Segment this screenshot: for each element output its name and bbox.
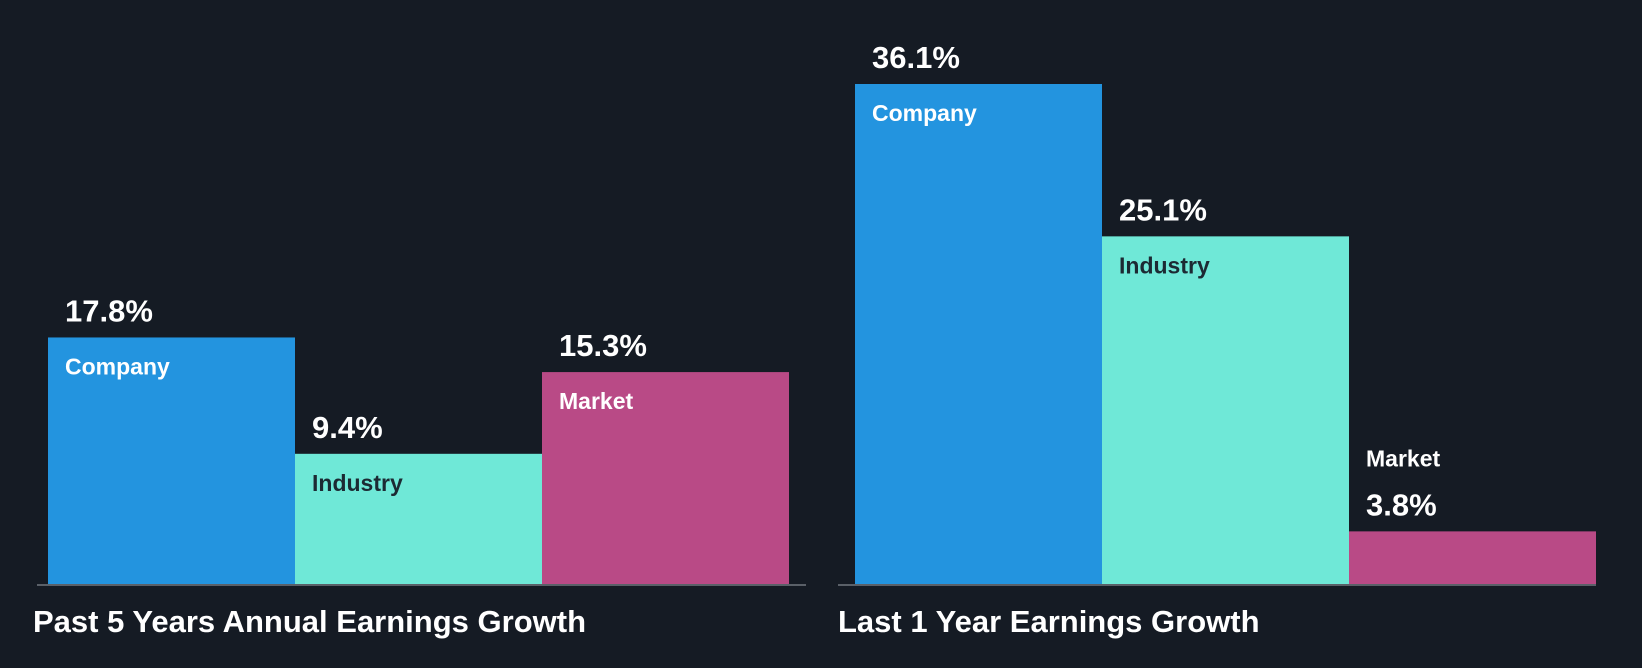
bar-company-0 — [48, 337, 295, 584]
value-label-company-1: 36.1% — [872, 40, 960, 75]
category-label-company-1: Company — [872, 100, 977, 126]
bar-industry-0 — [295, 453, 542, 584]
value-label-industry-0: 9.4% — [312, 410, 383, 445]
category-label-market-1: Market — [1366, 445, 1440, 471]
bar-market-0 — [542, 372, 789, 584]
category-label-industry-0: Industry — [312, 470, 403, 496]
bar-industry-1 — [1102, 236, 1349, 585]
category-label-industry-1: Industry — [1119, 252, 1210, 278]
panel-title-past-5-years: Past 5 Years Annual Earnings Growth — [33, 604, 587, 639]
value-label-company-0: 17.8% — [65, 293, 153, 328]
bar-market-1 — [1349, 531, 1596, 584]
bar-company-1 — [855, 84, 1102, 584]
value-label-market-0: 15.3% — [559, 328, 647, 363]
panel-title-last-1-year: Last 1 Year Earnings Growth — [838, 604, 1260, 639]
category-label-company-0: Company — [65, 353, 170, 379]
category-label-market-0: Market — [559, 388, 633, 414]
value-label-industry-1: 25.1% — [1119, 192, 1207, 227]
value-label-market-1: 3.8% — [1366, 487, 1437, 522]
